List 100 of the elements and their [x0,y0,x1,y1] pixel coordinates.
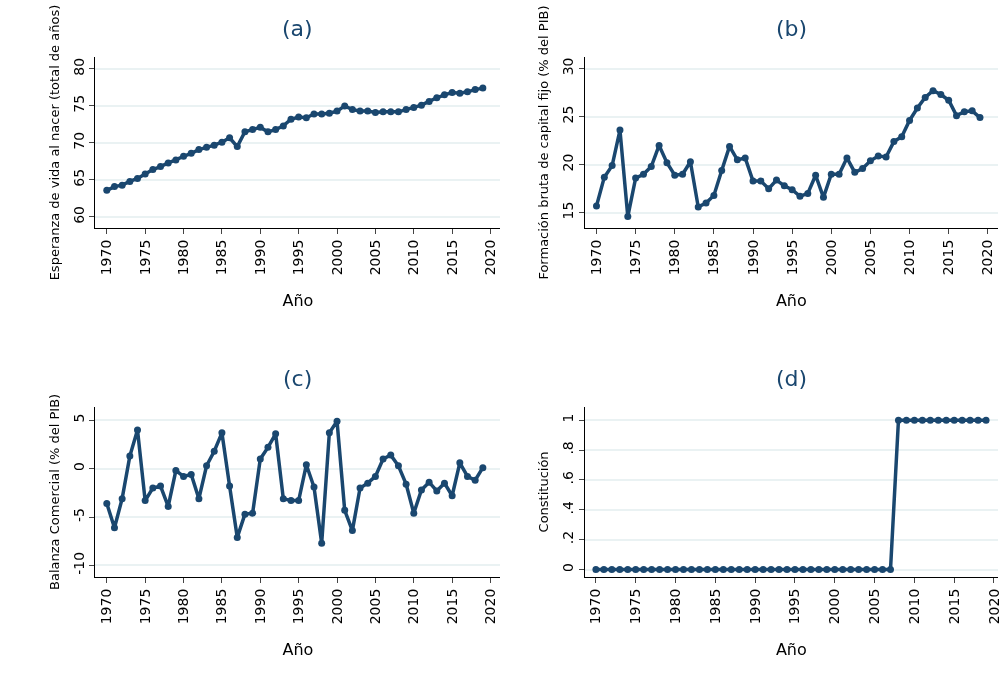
point [464,88,471,96]
y-tick-label: 5 [70,413,87,423]
point [233,533,241,541]
point [616,126,624,134]
x-tick-label: 2005 [366,588,383,625]
chart-title: (c) [283,366,313,391]
point [172,156,180,164]
point [387,451,395,459]
point [172,467,180,475]
x-tick-label: 2000 [328,239,345,276]
point [218,138,226,146]
y-tick-label: 80 [70,57,87,76]
x-tick-label: 2005 [861,239,878,276]
point [295,497,303,505]
x-tick-label: 1990 [251,239,268,276]
x-axis-title: Año [282,291,314,311]
x-tick-label: 1985 [705,239,722,276]
point [679,170,687,178]
point [749,177,757,185]
point [898,133,906,141]
point [256,455,264,463]
point [110,183,118,191]
y-tick-label: -5 [70,507,87,522]
point [210,447,218,455]
y-tick-label: 65 [70,168,87,187]
x-tick-label: 1980 [175,239,192,276]
x-tick-label: 1990 [251,588,268,625]
y-tick-label: 0 [560,563,577,572]
point [686,158,694,166]
x-tick-label: 2010 [905,588,922,625]
point [906,116,914,124]
point [718,166,726,174]
x-tick-label: 1995 [290,239,307,276]
point [364,107,372,115]
point [757,177,765,185]
point [968,107,976,115]
point [356,484,364,492]
point [859,165,867,172]
point [203,462,211,470]
point [310,483,318,491]
point [302,461,310,469]
point [379,108,387,116]
point [433,94,441,102]
point [433,487,441,495]
x-tick-label: 2010 [405,588,422,625]
point [890,138,898,146]
point [356,107,364,115]
x-tick-label: 2005 [366,239,383,276]
point [180,152,188,160]
point [256,123,264,131]
y-tick-label: .4 [560,500,577,515]
x-tick-label: 2005 [866,588,883,625]
point [402,480,410,488]
point [655,141,663,149]
point [371,472,379,480]
point [226,482,234,490]
point [141,170,149,178]
point [402,106,410,114]
point [410,103,418,111]
point [866,157,874,165]
point [279,122,287,130]
point [103,186,111,194]
x-tick-label: 1970 [98,239,115,276]
x-tick-label: 1975 [627,588,644,625]
point [325,109,333,117]
point [663,159,671,167]
y-axis-title: Balanza Comercial (% del PIB) [46,393,62,590]
point [733,156,741,164]
point [796,192,804,200]
point [592,202,600,210]
x-tick-label: 2000 [822,239,839,276]
x-tick-label: 1985 [213,239,230,276]
point [639,170,647,178]
y-axis-title: Esperanza de vida al nacer (total de años) [46,4,62,281]
x-axis-title: Año [282,640,314,660]
point [371,109,379,117]
point [464,472,471,480]
point [157,482,165,490]
point [164,502,172,510]
x-tick-label: 1985 [213,588,230,625]
point [479,464,487,472]
point [953,112,961,120]
point [929,87,937,95]
x-tick-label: 1970 [98,588,115,625]
point [479,84,487,92]
point [835,170,843,178]
y-tick-label: -10 [70,551,87,575]
point [149,484,157,492]
x-tick-label: 2020 [482,588,499,625]
point [417,486,425,494]
y-tick-label: 75 [70,94,87,113]
point [702,199,710,207]
point [710,191,718,199]
point [804,189,812,197]
point [218,429,226,437]
y-tick-label: .8 [560,441,577,455]
point [295,113,303,121]
point [348,527,356,535]
point [960,108,968,116]
y-tick-label: 25 [560,105,577,124]
